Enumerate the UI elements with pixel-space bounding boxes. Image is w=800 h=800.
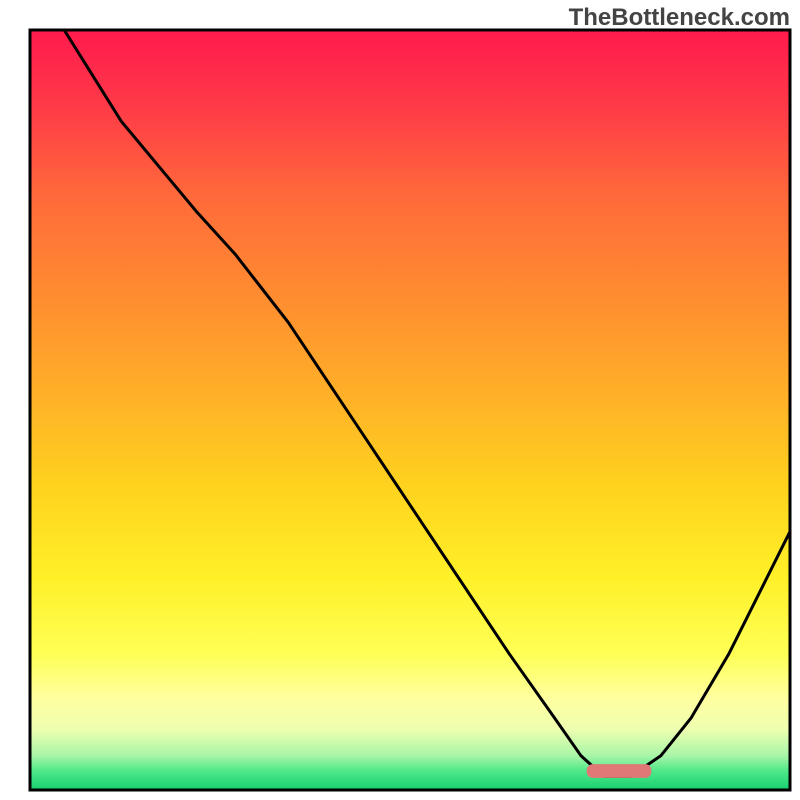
chart-container: TheBottleneck.com <box>0 0 800 800</box>
optimal-marker <box>587 764 652 778</box>
watermark-text: TheBottleneck.com <box>569 4 790 32</box>
plot-gradient-rect <box>30 30 790 790</box>
bottleneck-chart <box>0 0 800 800</box>
